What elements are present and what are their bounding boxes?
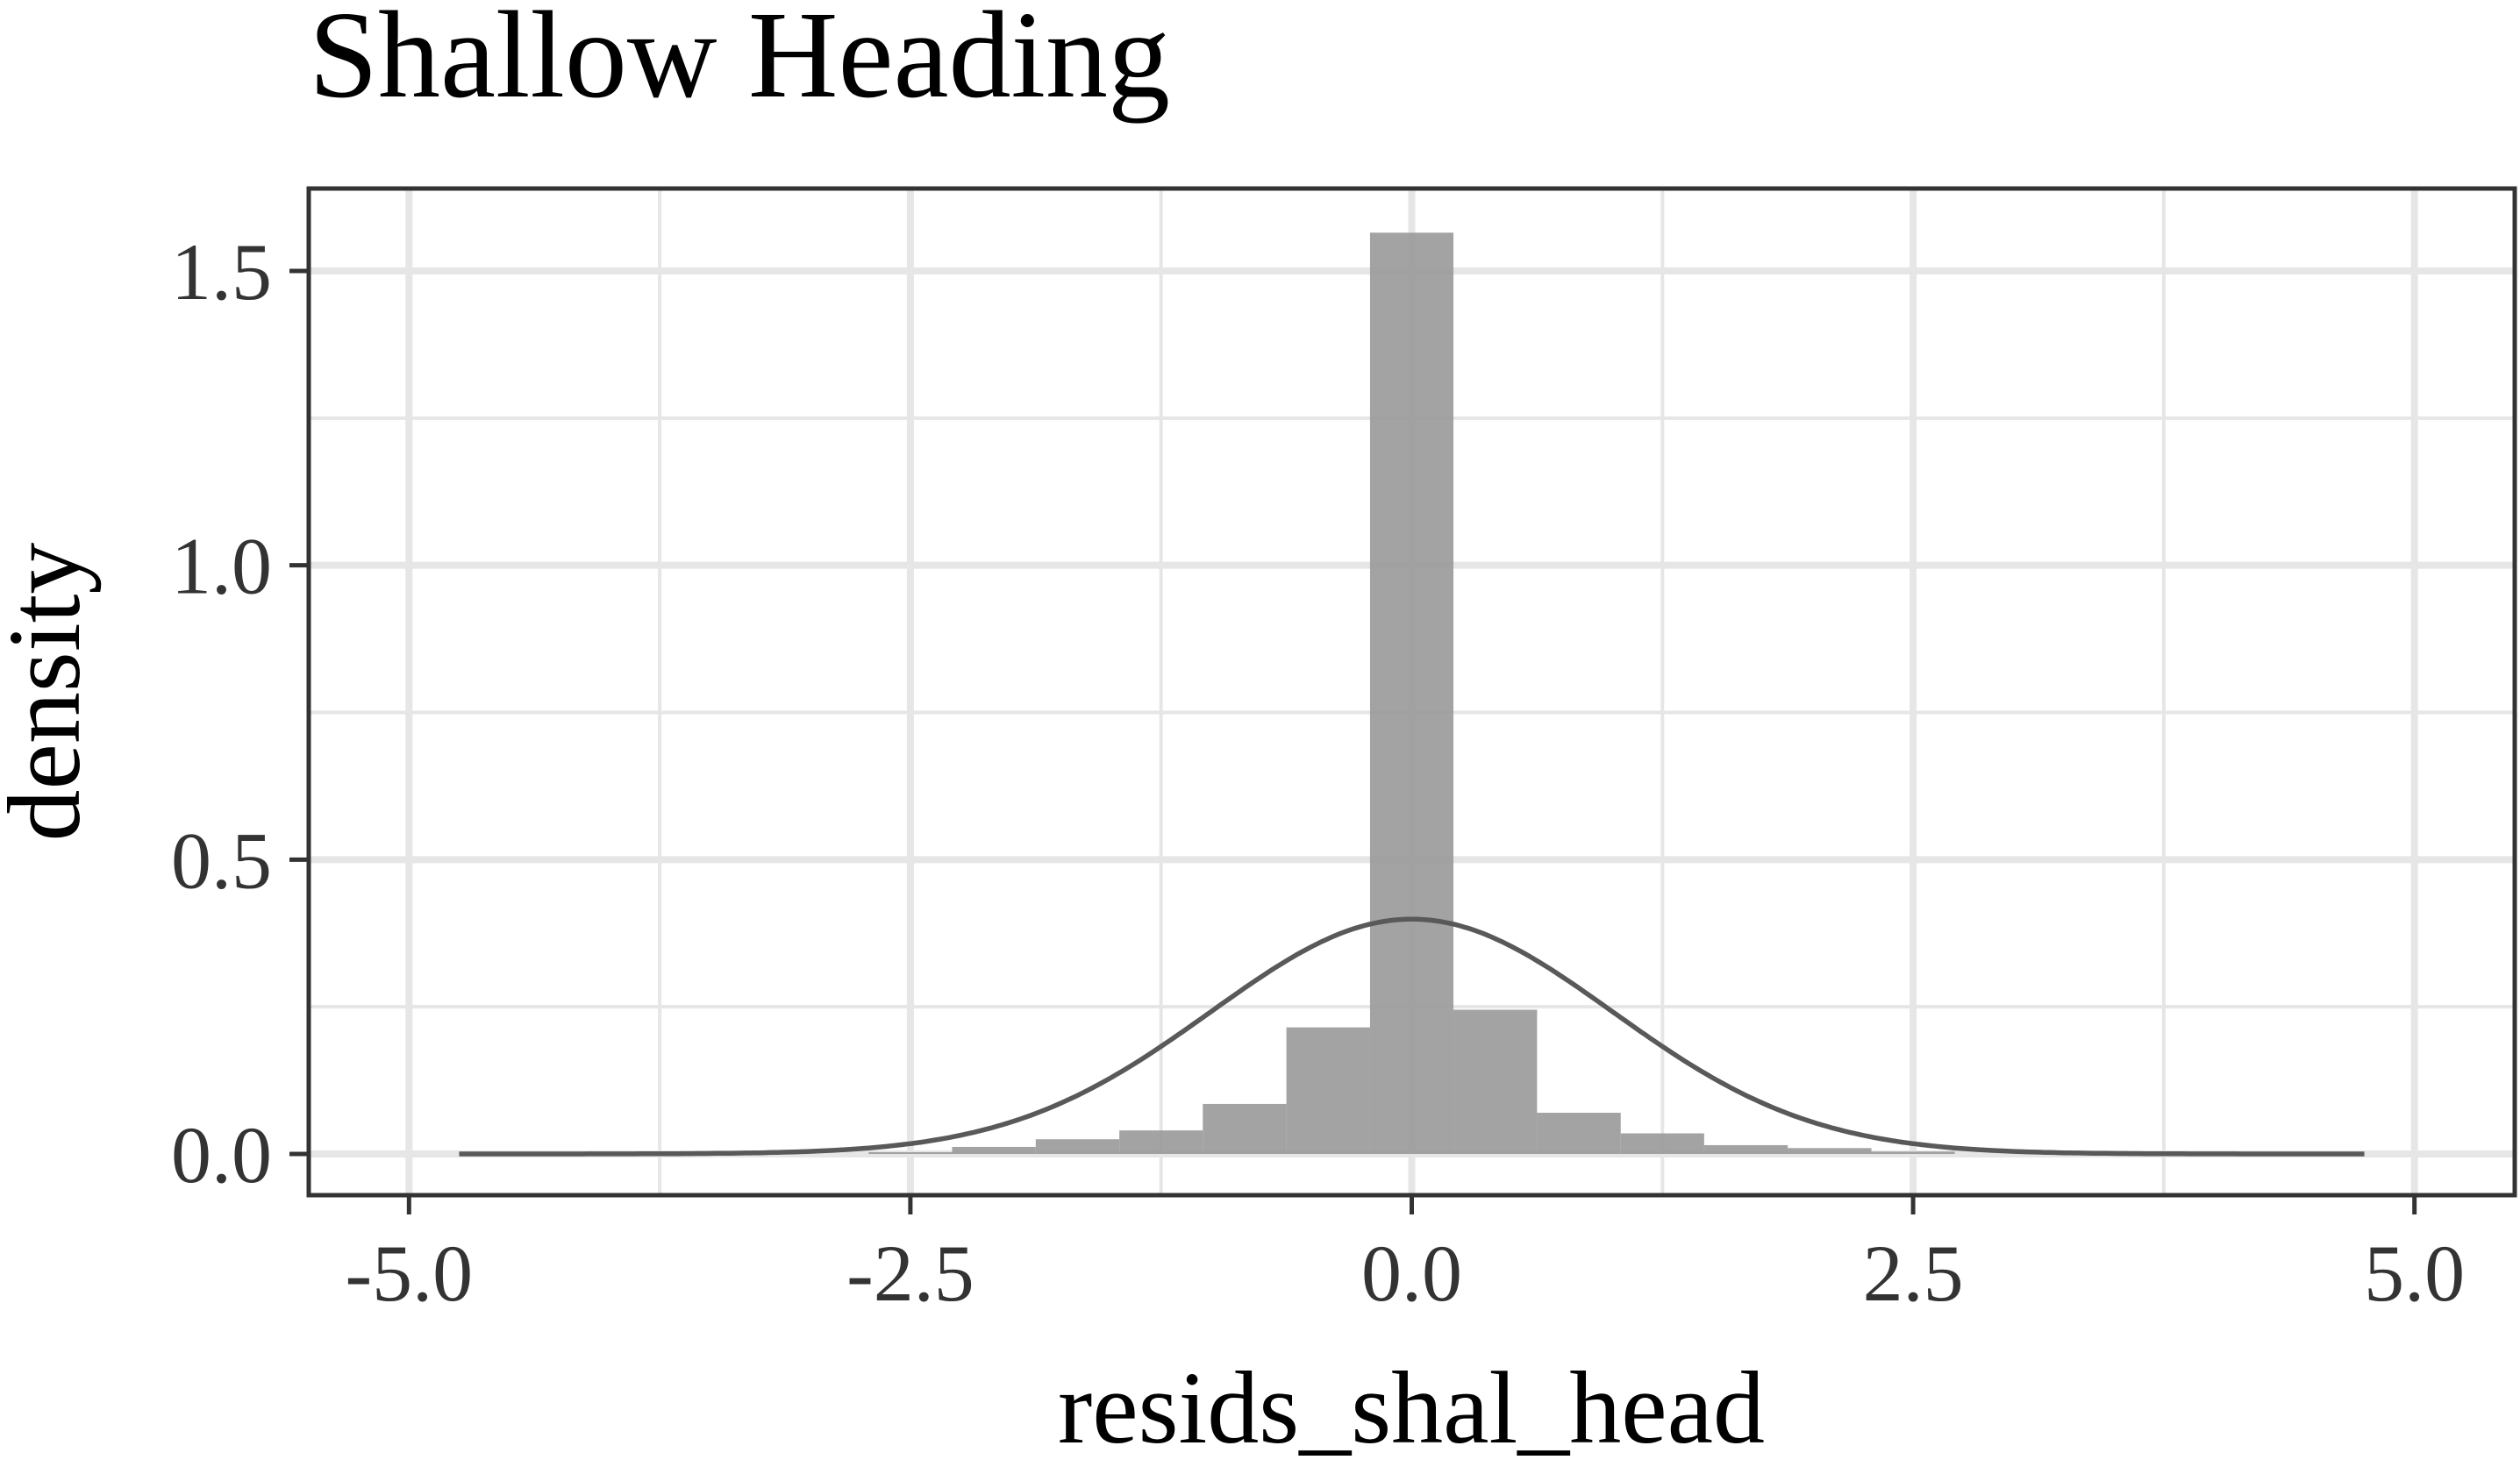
histogram-bar — [1453, 1009, 1538, 1155]
y-axis-ticks: 0.0 0.5 1.0 1.5 — [171, 227, 309, 1200]
histogram-bar — [1537, 1113, 1621, 1155]
histogram-bar — [1788, 1148, 1872, 1155]
histogram-bar — [868, 1151, 953, 1155]
x-tick-label: -2.5 — [846, 1228, 974, 1318]
y-tick-label: 0.5 — [171, 815, 272, 905]
histogram-bar — [1871, 1151, 1955, 1155]
histogram-bar — [1620, 1133, 1704, 1155]
x-axis-ticks: -5.0 -2.5 0.0 2.5 5.0 — [345, 1195, 2465, 1318]
histogram-bar — [1369, 232, 1454, 1155]
histogram-bar — [1035, 1139, 1120, 1155]
y-tick-label: 1.0 — [171, 522, 272, 611]
histogram-bar — [952, 1146, 1036, 1155]
histogram-bars — [868, 232, 1955, 1155]
x-tick-label: 0.0 — [1361, 1228, 1462, 1318]
y-axis-label: density — [0, 543, 102, 842]
histogram-bar — [1286, 1027, 1370, 1155]
x-tick-label: -5.0 — [345, 1228, 473, 1318]
histogram-bar — [1119, 1130, 1203, 1155]
chart-title: Shallow Heading — [309, 0, 1170, 124]
y-tick-label: 0.0 — [171, 1110, 272, 1200]
x-tick-label: 2.5 — [1863, 1228, 1964, 1318]
histogram-bar — [1203, 1103, 1287, 1155]
histogram-bar — [1703, 1144, 1788, 1155]
x-tick-label: 5.0 — [2364, 1228, 2465, 1318]
y-tick-label: 1.5 — [171, 227, 272, 317]
normal-density-curve — [459, 916, 2365, 1157]
x-axis-label: resids_shal_head — [1058, 1350, 1765, 1465]
